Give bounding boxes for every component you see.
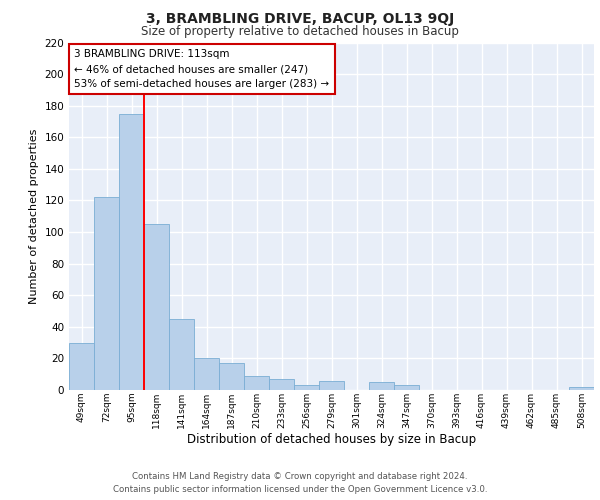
Bar — [194, 358, 219, 390]
Bar — [569, 387, 594, 390]
Text: Contains HM Land Registry data © Crown copyright and database right 2024.
Contai: Contains HM Land Registry data © Crown c… — [113, 472, 487, 494]
Bar — [169, 319, 194, 390]
Bar — [244, 376, 269, 390]
X-axis label: Distribution of detached houses by size in Bacup: Distribution of detached houses by size … — [187, 434, 476, 446]
Bar — [394, 386, 419, 390]
Bar — [94, 198, 119, 390]
Bar — [319, 380, 344, 390]
Text: 3 BRAMBLING DRIVE: 113sqm
← 46% of detached houses are smaller (247)
53% of semi: 3 BRAMBLING DRIVE: 113sqm ← 46% of detac… — [74, 50, 329, 89]
Bar — [144, 224, 169, 390]
Text: 3, BRAMBLING DRIVE, BACUP, OL13 9QJ: 3, BRAMBLING DRIVE, BACUP, OL13 9QJ — [146, 12, 454, 26]
Bar — [294, 386, 319, 390]
Y-axis label: Number of detached properties: Number of detached properties — [29, 128, 39, 304]
Bar — [369, 382, 394, 390]
Bar — [119, 114, 144, 390]
Bar — [269, 379, 294, 390]
Text: Size of property relative to detached houses in Bacup: Size of property relative to detached ho… — [141, 25, 459, 38]
Bar — [69, 342, 94, 390]
Bar — [219, 363, 244, 390]
